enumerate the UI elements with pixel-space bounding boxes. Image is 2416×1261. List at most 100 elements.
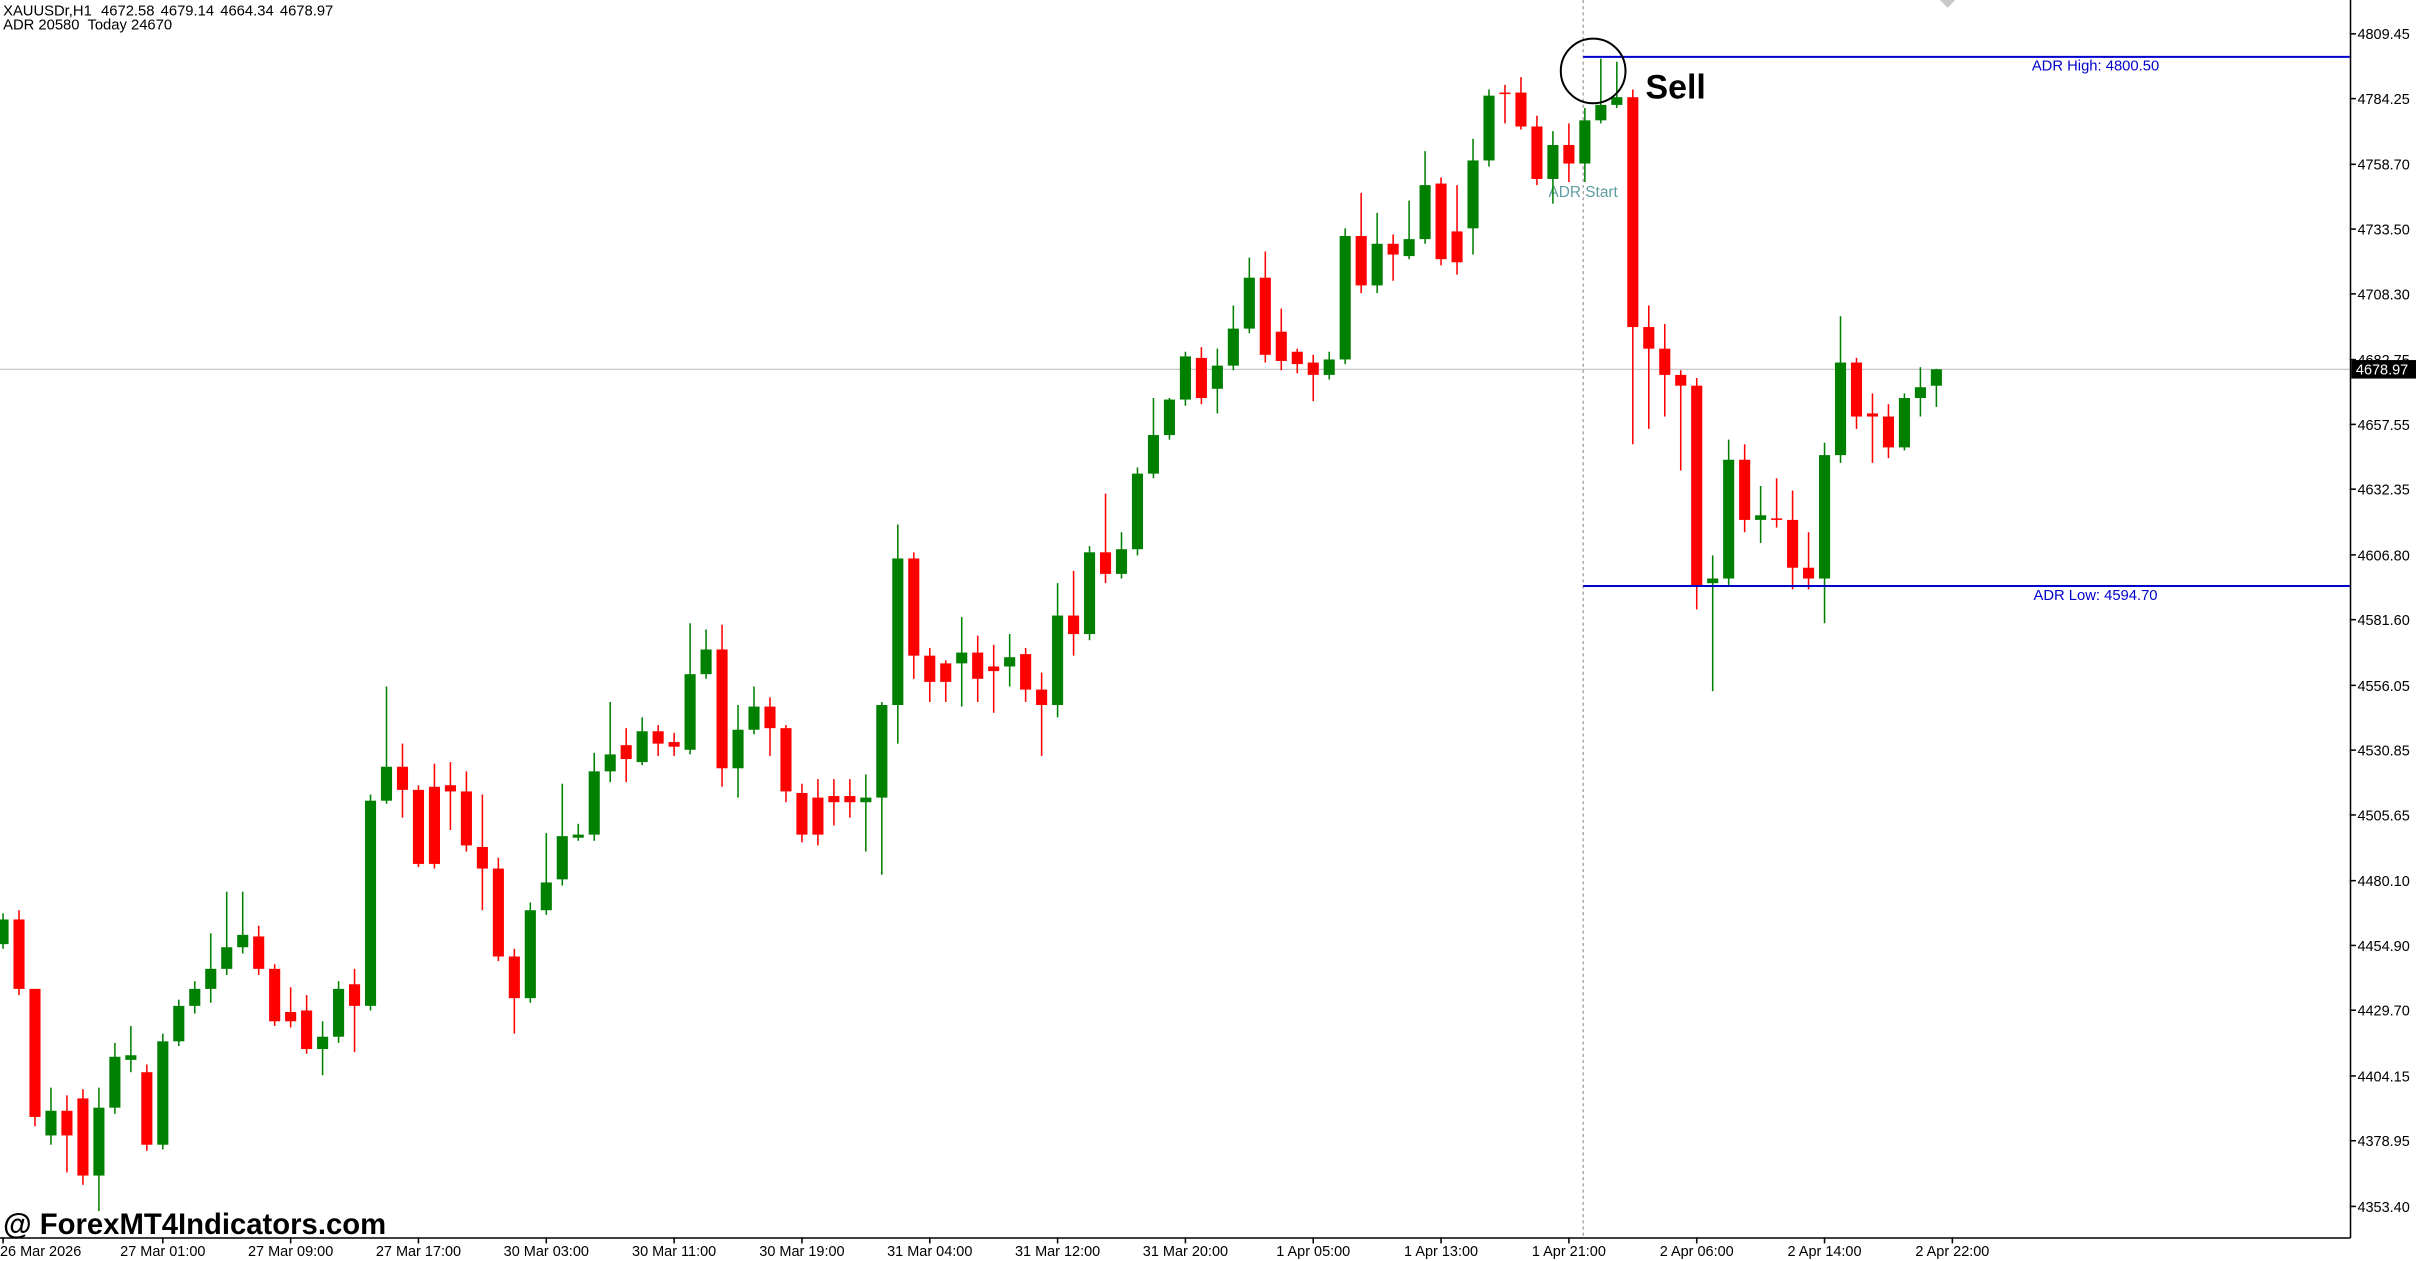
- y-tick-label: 4404.15: [2357, 1069, 2409, 1085]
- x-tick-label: 2 Apr 14:00: [1788, 1244, 1862, 1260]
- candle-body: [1099, 552, 1112, 574]
- candle-body: [1723, 459, 1735, 579]
- candle-body: [1371, 243, 1383, 286]
- candle-body: [396, 766, 409, 790]
- candle-body: [109, 1056, 121, 1108]
- candle-body: [364, 800, 377, 1006]
- candle-body: [1531, 126, 1543, 179]
- y-tick-label: 4429.70: [2357, 1004, 2409, 1020]
- x-tick-label: 31 Mar 20:00: [1143, 1244, 1228, 1260]
- y-tick-label: 4733.50: [2357, 222, 2409, 238]
- candle-body: [844, 796, 856, 803]
- candle-body: [1467, 160, 1479, 229]
- candle-body: [1563, 145, 1575, 164]
- candle-body: [508, 956, 520, 999]
- candle-body: [652, 731, 664, 744]
- candle-body: [380, 766, 393, 801]
- candle-body: [1499, 92, 1511, 95]
- candle-body: [1227, 328, 1239, 366]
- x-tick-label: 27 Mar 01:00: [120, 1244, 205, 1260]
- candle-body: [13, 919, 25, 989]
- candle-body: [1755, 515, 1767, 520]
- candle-body: [892, 558, 904, 706]
- x-tick-label: 27 Mar 09:00: [248, 1244, 333, 1260]
- candle-body: [29, 988, 41, 1117]
- candle-body: [1211, 365, 1223, 389]
- adr-level-label: ADR High: 4800.50: [2032, 59, 2159, 75]
- candle-body: [524, 910, 536, 999]
- signal-circle: [1559, 37, 1627, 105]
- candle-body: [285, 1012, 297, 1022]
- candle-body: [1739, 459, 1751, 520]
- candle-body: [476, 846, 488, 869]
- candle-body: [1195, 357, 1207, 399]
- y-tick-label: 4530.85: [2357, 744, 2409, 760]
- candle-body: [1339, 236, 1351, 360]
- candle-body: [604, 754, 616, 772]
- candle-body: [1259, 277, 1271, 355]
- candle-body: [828, 796, 840, 803]
- candle-body: [1387, 243, 1399, 255]
- candle-body: [141, 1072, 153, 1145]
- candle-body: [1419, 185, 1431, 240]
- scroll-marker: [1939, 0, 1956, 8]
- candle-body: [221, 947, 233, 969]
- candle-body: [1818, 455, 1831, 579]
- candle-body: [1004, 657, 1016, 667]
- candle-body: [1084, 552, 1096, 635]
- candle-body: [588, 771, 600, 835]
- candle-body: [636, 731, 648, 763]
- candle-body: [428, 786, 440, 864]
- x-tick-label: 1 Apr 13:00: [1404, 1244, 1478, 1260]
- y-tick-label: 4632.35: [2357, 483, 2409, 499]
- candle-body: [1659, 348, 1671, 375]
- candle-body: [317, 1036, 329, 1050]
- candle-body: [1275, 331, 1287, 361]
- candle-body: [1068, 615, 1080, 635]
- candle-body: [908, 558, 920, 656]
- candle-body: [1451, 231, 1463, 263]
- x-tick-label: 30 Mar 03:00: [504, 1244, 589, 1260]
- candle-body: [748, 706, 760, 730]
- candle-body: [796, 792, 808, 835]
- candle-body: [1803, 567, 1815, 579]
- candle-body: [253, 936, 265, 969]
- bar-open: 4672.58: [101, 3, 154, 19]
- candle-body: [860, 797, 872, 803]
- y-tick-label: 4454.90: [2357, 939, 2409, 955]
- candle-body: [700, 649, 712, 675]
- x-tick-label: 30 Mar 19:00: [759, 1244, 844, 1260]
- candle-body: [1179, 356, 1191, 400]
- candle-body: [1036, 689, 1048, 706]
- x-tick-label: 26 Mar 2026: [0, 1244, 81, 1260]
- y-tick-label: 4809.45: [2357, 27, 2409, 43]
- candle-body: [556, 836, 568, 880]
- y-tick-label: 4353.40: [2357, 1200, 2409, 1216]
- candle-body: [269, 968, 281, 1022]
- candle-body: [764, 706, 776, 729]
- candle-body: [0, 919, 9, 945]
- candle-body: [173, 1005, 185, 1042]
- candle-body: [460, 791, 472, 846]
- candle-body: [540, 882, 552, 911]
- candle-body: [972, 652, 984, 679]
- watermark: @ ForexMT4Indicators.com: [3, 1209, 386, 1241]
- price-tag-label: 4678.97: [2356, 363, 2408, 379]
- candle-body: [61, 1110, 73, 1136]
- candle-body: [1611, 97, 1623, 105]
- y-tick-label: 4480.10: [2357, 874, 2409, 890]
- candle-body: [349, 984, 361, 1006]
- x-tick-label: 31 Mar 12:00: [1015, 1244, 1100, 1260]
- y-tick-label: 4505.65: [2357, 808, 2409, 824]
- candle-body: [988, 666, 1000, 672]
- header-line: XAUUSDr,H1 4672.58 4679.14 4664.34 4678.97: [3, 3, 333, 19]
- y-tick-label: 4758.70: [2357, 158, 2409, 174]
- candle-body: [237, 934, 249, 948]
- candle-body: [876, 705, 888, 798]
- x-tick-label: 1 Apr 05:00: [1276, 1244, 1350, 1260]
- x-tick-label: 1 Apr 21:00: [1532, 1244, 1606, 1260]
- candle-body: [1147, 435, 1160, 474]
- candle-body: [1579, 120, 1591, 164]
